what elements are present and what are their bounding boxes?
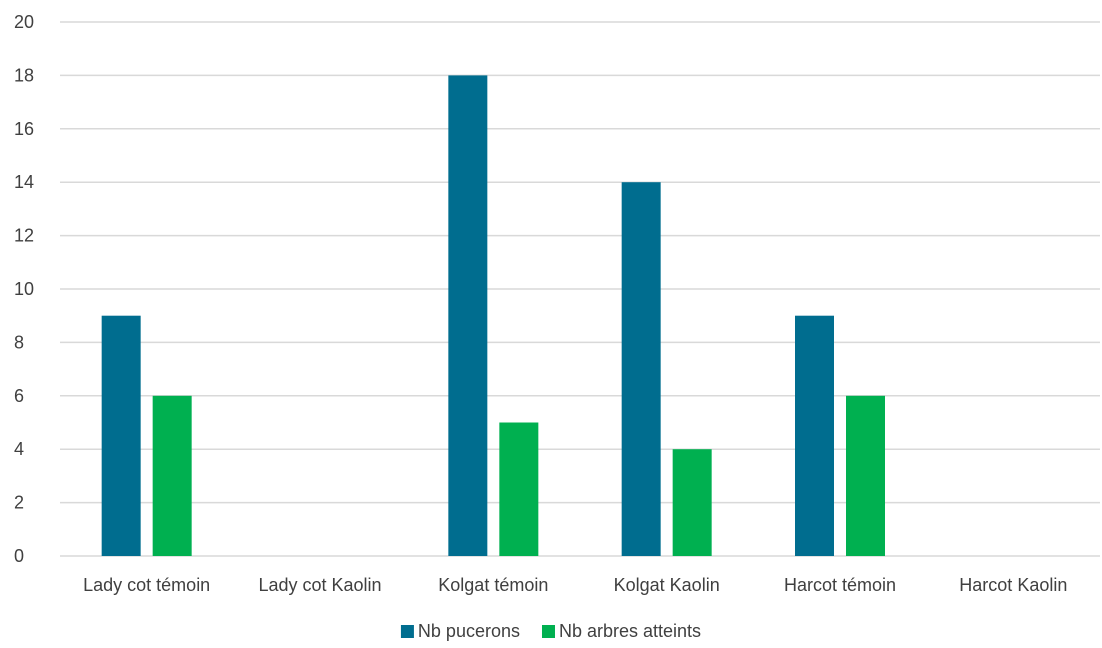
y-axis: 0 2 4 6 8 10 12 14 16 18 20 [14, 12, 34, 566]
bar-nb-arbres-atteints [846, 395, 885, 556]
y-tick-label: 4 [14, 439, 24, 459]
x-tick-label: Lady cot Kaolin [258, 575, 381, 595]
bar-nb-pucerons [795, 315, 834, 556]
y-tick-label: 14 [14, 172, 34, 192]
legend-label-nb-arbres-atteints: Nb arbres atteints [559, 621, 701, 641]
bar-nb-pucerons [448, 75, 488, 557]
bar-nb-pucerons [101, 315, 141, 556]
x-tick-label: Harcot témoin [784, 575, 896, 595]
y-tick-label: 16 [14, 119, 34, 139]
y-tick-label: 10 [14, 279, 34, 299]
x-axis: Lady cot témoin Lady cot Kaolin Kolgat tém… [83, 575, 1067, 595]
y-tick-label: 12 [14, 226, 34, 246]
y-tick-label: 6 [14, 386, 24, 406]
gridlines [60, 21, 1100, 557]
x-tick-label: Harcot Kaolin [959, 575, 1067, 595]
x-tick-label: Kolgat témoin [438, 575, 548, 595]
y-tick-label: 8 [14, 332, 24, 352]
legend: Nb pucerons Nb arbres atteints [400, 621, 701, 641]
y-tick-label: 0 [14, 546, 24, 566]
y-tick-label: 20 [14, 12, 34, 32]
legend-swatch-nb-arbres-atteints [541, 625, 555, 638]
bar-nb-pucerons [621, 182, 661, 556]
x-tick-label: Lady cot témoin [83, 575, 210, 595]
bar-nb-arbres-atteints [499, 422, 539, 556]
y-tick-label: 18 [14, 65, 34, 85]
bar-nb-arbres-atteints [672, 449, 712, 556]
bars [101, 75, 885, 557]
bar-nb-arbres-atteints [152, 395, 192, 556]
x-tick-label: Kolgat Kaolin [614, 575, 720, 595]
y-tick-label: 2 [14, 493, 24, 513]
legend-label-nb-pucerons: Nb pucerons [418, 621, 520, 641]
legend-swatch-nb-pucerons [400, 625, 414, 638]
